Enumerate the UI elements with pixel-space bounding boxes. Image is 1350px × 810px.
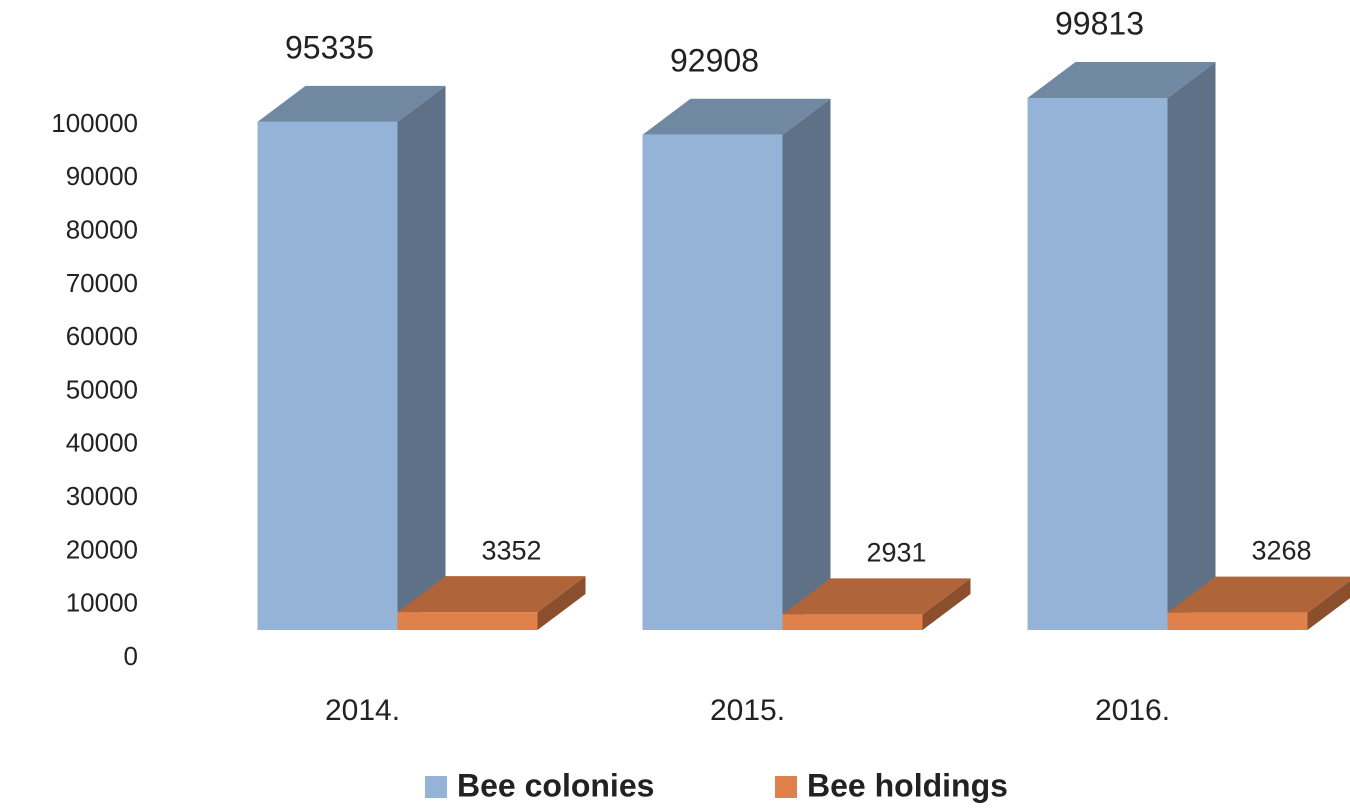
y-tick-label: 90000	[66, 161, 138, 191]
legend-swatch	[425, 776, 447, 798]
bar-side	[1307, 580, 1350, 630]
bar	[1027, 61, 1216, 631]
bar-top	[642, 98, 831, 135]
legend-swatch	[775, 776, 797, 798]
bar-side	[537, 576, 586, 630]
y-tick-label: 0	[124, 641, 138, 671]
bar-side	[397, 85, 446, 631]
y-tick-label: 20000	[66, 534, 138, 564]
y-tick-label: 60000	[66, 321, 138, 351]
bar-front	[257, 121, 398, 631]
bar	[642, 98, 831, 631]
x-tick-label: 2016.	[1095, 694, 1170, 727]
bar-front	[782, 614, 923, 630]
data-label: 3352	[481, 535, 541, 565]
data-label: 3268	[1251, 536, 1311, 566]
bar-side	[922, 578, 971, 630]
data-label: 2931	[866, 538, 926, 568]
bar	[397, 576, 586, 630]
y-tick-label: 50000	[66, 374, 138, 404]
bar-top	[257, 85, 446, 122]
y-tick-label: 10000	[66, 588, 138, 618]
bar-front	[397, 612, 538, 630]
data-label: 95335	[285, 29, 374, 65]
data-label: 99813	[1055, 5, 1144, 41]
y-tick-label: 100000	[51, 108, 138, 138]
bar	[782, 578, 971, 630]
x-tick-label: 2014.	[325, 694, 400, 727]
bar-front	[1167, 612, 1308, 630]
x-tick-label: 2015.	[710, 694, 785, 727]
y-tick-label: 40000	[66, 428, 138, 458]
bar	[257, 85, 446, 631]
bar-top	[397, 576, 586, 613]
bar-top	[782, 578, 971, 615]
bar-top	[1167, 576, 1350, 613]
legend-label: Bee colonies	[457, 767, 654, 803]
bar-side	[1167, 61, 1216, 631]
legend-label: Bee holdings	[807, 767, 1008, 803]
y-tick-label: 30000	[66, 481, 138, 511]
y-tick-label: 70000	[66, 268, 138, 298]
y-tick-label: 80000	[66, 214, 138, 244]
bar-side	[782, 98, 831, 631]
data-label: 92908	[670, 42, 759, 78]
bar	[1167, 576, 1350, 630]
bar-top	[1027, 61, 1216, 98]
bar-front	[642, 134, 783, 630]
bar-front	[1027, 97, 1168, 631]
